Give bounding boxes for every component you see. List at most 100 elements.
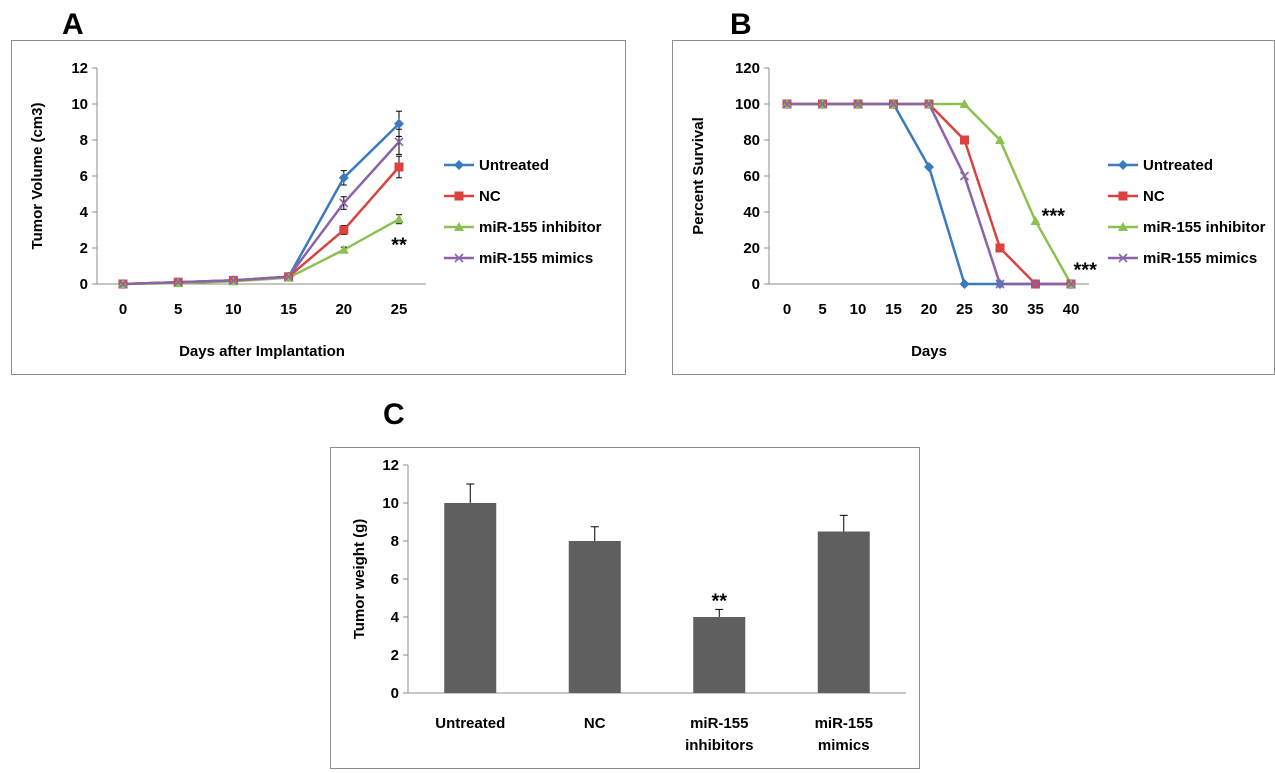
panel-b-ytick-label: 20 [743, 240, 760, 257]
panel-a-xtick-label: 25 [391, 301, 408, 318]
panel-a-legend-marker [454, 222, 464, 231]
panel-a-xtick-label: 0 [119, 301, 127, 318]
panel-c-significance-label: ** [711, 590, 727, 612]
panel-a-data-point [394, 162, 404, 172]
panel-a-xtick-label: 20 [335, 301, 352, 318]
panel-b-legend-marker [1118, 222, 1128, 231]
panel-a-y-axis-label: Tumor Volume (cm3) [29, 103, 46, 250]
panel-b-series-line [787, 102, 1071, 286]
panel-a-data-point [173, 277, 183, 287]
panel-b-xtick-label: 30 [992, 301, 1009, 318]
panel-a-data-point [339, 198, 349, 208]
panel-a-series-line [122, 122, 400, 286]
panel-a-data-point [228, 275, 238, 285]
panel-b-data-point [995, 243, 1005, 253]
panel-b-ytick-label: 80 [743, 132, 760, 149]
panel-b-significance-label: *** [1074, 260, 1098, 282]
panel-b-letter: B [730, 8, 752, 41]
panel-b-ytick-label: 60 [743, 168, 760, 185]
panel-b-data-point [1030, 216, 1041, 225]
panel-a-letter: A [62, 8, 84, 41]
panel-b-xtick-label: 25 [956, 301, 973, 318]
panel-b-chart: 0 20 40 60 80 100 120 0 5 10 15 20 25 30 35 40 Days Perce… [690, 60, 1266, 360]
panel-c-box: 0 2 4 6 8 10 12 Tumor weight (g) Untreated NC miR-… [330, 447, 920, 769]
panel-b-ytick-label: 40 [743, 204, 760, 221]
panel-b-data-point [960, 135, 969, 145]
panel-a-series-line [122, 166, 400, 286]
panel-a-significance-label: ** [391, 234, 407, 256]
panel-b-xtick-label: 15 [885, 301, 902, 318]
panel-b-significance-label: *** [1042, 206, 1066, 228]
panel-a-ytick-label: 10 [71, 96, 88, 113]
panel-a-chart: 0 2 4 6 8 10 12 0 5 10 15 20 25 Days after Implantati… [29, 60, 602, 360]
panel-b-xtick-label: 10 [850, 301, 867, 318]
panel-b-data-point [924, 99, 934, 109]
panel-b-data-point [959, 99, 970, 108]
panel-b-series-line [787, 102, 1071, 286]
panel-c-bar [444, 503, 497, 693]
panel-c-ytick-label: 4 [391, 609, 400, 626]
panel-b-data-point [782, 99, 792, 109]
panel-b-data-point [959, 279, 970, 289]
panel-c-bar [817, 531, 870, 693]
panel-a-data-point [394, 118, 404, 129]
panel-a-data-point [338, 172, 349, 183]
panel-a-box: 0 2 4 6 8 10 12 0 5 10 15 20 25 Days after Implantati… [11, 40, 626, 375]
panel-c-ytick-label: 10 [382, 495, 399, 512]
panel-c-bar [568, 541, 621, 693]
panel-a-legend-label: miR-155 mimics [479, 250, 593, 267]
panel-a-series-line [122, 218, 400, 286]
panel-b-series-line [787, 102, 1073, 285]
panel-a-data-point [284, 272, 294, 282]
panel-c-letter: C [383, 398, 405, 431]
panel-a-ytick-label: 12 [71, 60, 88, 77]
panel-b-ytick-label: 0 [752, 276, 760, 293]
panel-b-y-axis-label: Percent Survival [690, 117, 707, 235]
panel-a-legend-marker [454, 253, 464, 263]
panel-b-box: 0 20 40 60 80 100 120 0 5 10 15 20 25 30 35 40 Days Perce… [672, 40, 1275, 375]
panel-b-legend-label: Untreated [1143, 157, 1213, 174]
panel-b-data-point [924, 162, 934, 172]
panel-a-xtick-label: 10 [225, 301, 242, 318]
panel-a-legend-marker [454, 191, 464, 201]
panel-b-xtick-label: 40 [1063, 301, 1080, 318]
panel-b-legend-marker [1118, 160, 1128, 170]
panel-a-legend-label: miR-155 inhibitor [479, 219, 602, 236]
panel-a-ytick-label: 2 [80, 240, 88, 257]
panel-b-legend-marker [1118, 191, 1128, 201]
panel-c-category-label: NC [584, 715, 606, 732]
panel-b-data-point [1030, 279, 1041, 289]
panel-c-category-label: miR-155 [690, 715, 748, 732]
panel-a-x-axis-label: Days after Implantation [179, 343, 345, 360]
panel-c-chart: 0 2 4 6 8 10 12 Tumor weight (g) Untreated NC miR-… [351, 457, 906, 754]
panel-b-xtick-label: 0 [783, 301, 791, 318]
panel-b-data-point [1066, 279, 1076, 289]
panel-b-xtick-label: 35 [1027, 301, 1044, 318]
panel-a-ytick-label: 8 [80, 132, 88, 149]
panel-b-legend-label: miR-155 mimics [1143, 250, 1257, 267]
panel-b-series-line [787, 102, 1071, 286]
panel-b-ytick-label: 100 [735, 96, 760, 113]
panel-a-legend-marker [454, 160, 464, 170]
panel-b-data-point [817, 99, 828, 109]
panel-a-data-point [338, 244, 349, 254]
panel-a-data-point [394, 137, 404, 147]
panel-b-ytick-label: 120 [735, 60, 760, 77]
panel-b-legend-label: miR-155 inhibitor [1143, 219, 1266, 236]
panel-a-xtick-label: 5 [174, 301, 182, 318]
panel-c-category-label: mimics [818, 737, 870, 754]
panel-b-data-point [995, 135, 1005, 144]
panel-a-data-point [394, 214, 404, 224]
panel-b-legend-label: NC [1143, 188, 1165, 205]
panel-c-ytick-label: 6 [391, 571, 399, 588]
panel-a-data-point [339, 225, 349, 235]
panel-a-ytick-label: 0 [80, 276, 88, 293]
panel-c-ytick-label: 2 [391, 647, 399, 664]
panel-c-ytick-label: 0 [391, 685, 399, 702]
panel-a-data-point [118, 279, 128, 289]
panel-a-legend-label: NC [479, 188, 501, 205]
panel-a-xtick-label: 15 [280, 301, 297, 318]
panel-c-category-label: miR-155 [815, 715, 873, 732]
panel-b-x-axis-label: Days [911, 343, 947, 360]
panel-a-legend-label: Untreated [479, 157, 549, 174]
